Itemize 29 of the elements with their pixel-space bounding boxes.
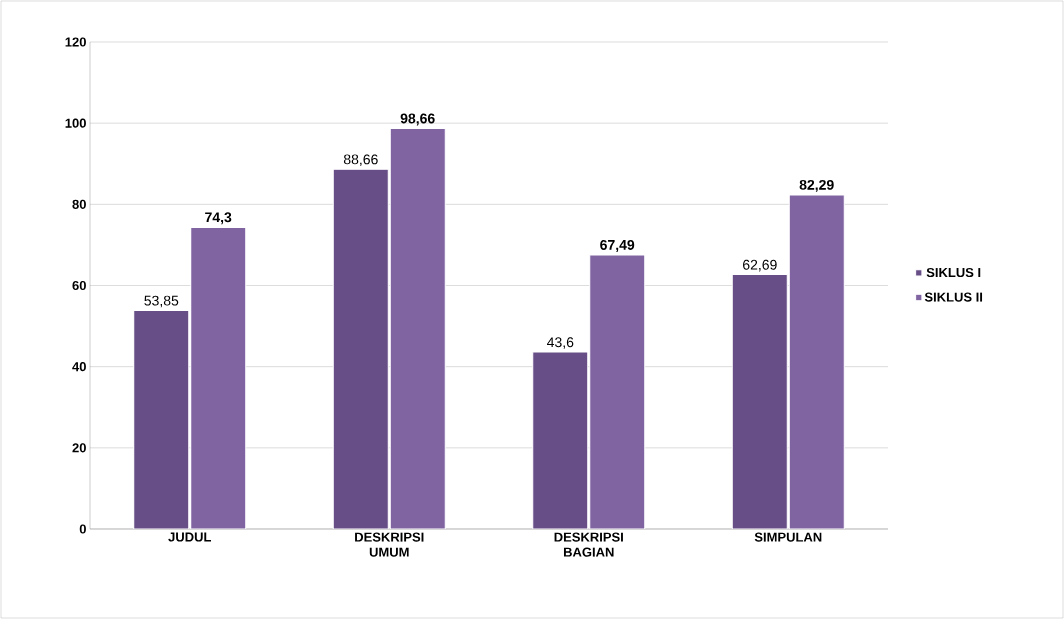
bar <box>332 168 389 529</box>
y-tick-label: 40 <box>72 362 86 372</box>
data-label: 98,66 <box>400 113 435 126</box>
y-tick-label: 0 <box>79 524 86 534</box>
data-label: 53,85 <box>144 295 179 308</box>
data-label: 88,66 <box>343 154 378 166</box>
x-tick-label: JUDUL <box>168 532 212 542</box>
x-tick-label: SIMPULAN <box>754 532 822 542</box>
bar <box>589 254 646 529</box>
bar <box>532 351 589 529</box>
bar <box>190 226 247 529</box>
data-label: 82,29 <box>799 179 834 192</box>
bar <box>389 128 446 529</box>
y-tick-label: 80 <box>72 199 86 209</box>
y-tick-label: 100 <box>65 118 86 128</box>
x-tick-label: DESKRIPSI UMUM <box>355 532 424 557</box>
legend-label: SIKLUS I <box>926 267 981 278</box>
legend-label: SIKLUS II <box>924 292 983 302</box>
data-label: 67,49 <box>600 239 635 252</box>
data-label: 74,3 <box>205 212 232 225</box>
bar <box>731 274 788 529</box>
bar <box>133 309 190 529</box>
x-tick-label: DESKRIPSI BAGIAN <box>554 532 623 557</box>
y-tick-label: 20 <box>72 443 86 453</box>
y-tick-label: 120 <box>65 37 86 47</box>
bar <box>788 194 845 529</box>
y-tick-label: 60 <box>72 280 86 291</box>
data-label: 62,69 <box>743 259 777 272</box>
data-label: 43,6 <box>547 337 574 349</box>
